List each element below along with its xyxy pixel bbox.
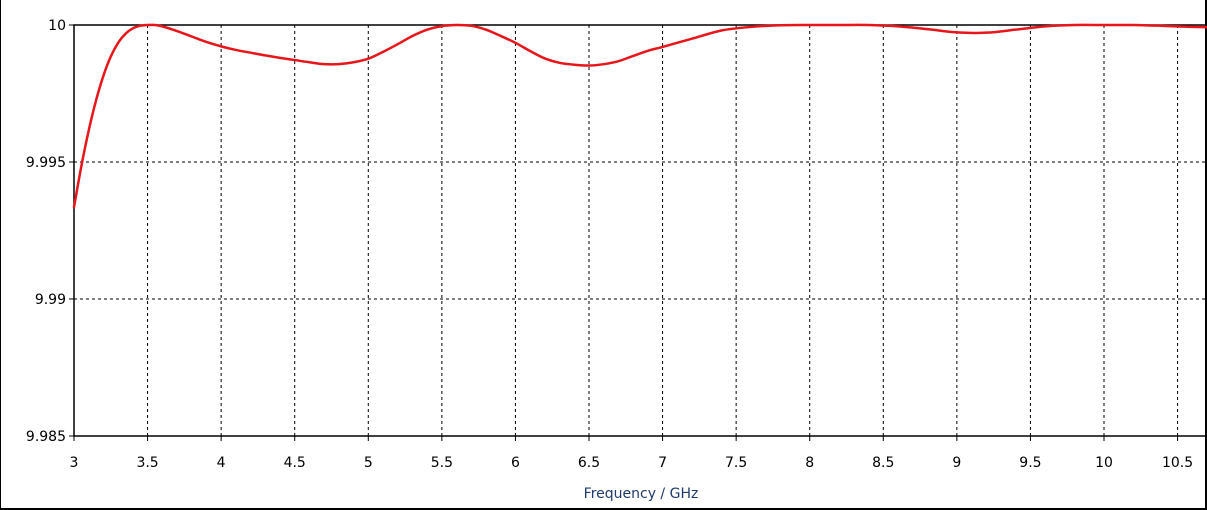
x-tick-label: 5 xyxy=(364,455,373,471)
x-tick-label: 7.5 xyxy=(725,455,747,471)
plot-area xyxy=(74,25,1207,436)
tick-marks xyxy=(69,25,1178,441)
x-tick-label: 7 xyxy=(658,455,667,471)
x-tick-label: 9.5 xyxy=(1019,455,1041,471)
x-tick-label: 3.5 xyxy=(136,455,158,471)
y-tick-labels: 9.985 9.99 9.995 10 xyxy=(26,18,66,445)
x-tick-label: 5.5 xyxy=(431,455,453,471)
y-tick-label: 9.99 xyxy=(35,292,66,308)
grid-lines xyxy=(74,25,1207,436)
x-tick-label: 3 xyxy=(70,455,79,471)
x-tick-label: 4 xyxy=(217,455,226,471)
x-tick-label: 4.5 xyxy=(284,455,306,471)
x-tick-label: 10.5 xyxy=(1162,455,1193,471)
y-tick-label: 9.985 xyxy=(26,429,66,445)
y-tick-label: 9.995 xyxy=(26,155,66,171)
x-tick-labels: 3 3.5 4 4.5 5 5.5 6 6.5 7 7.5 8 8.5 9 9.5 10 10.5 xyxy=(70,455,1194,471)
x-tick-label: 6.5 xyxy=(578,455,600,471)
y-tick-label: 10 xyxy=(48,18,66,34)
series-line xyxy=(74,25,1207,207)
x-tick-label: 10 xyxy=(1095,455,1113,471)
x-tick-label: 9 xyxy=(952,455,961,471)
x-tick-label: 6 xyxy=(511,455,520,471)
x-tick-label: 8.5 xyxy=(872,455,894,471)
x-tick-label: 8 xyxy=(805,455,814,471)
x-axis-label: Frequency / GHz xyxy=(584,486,699,502)
